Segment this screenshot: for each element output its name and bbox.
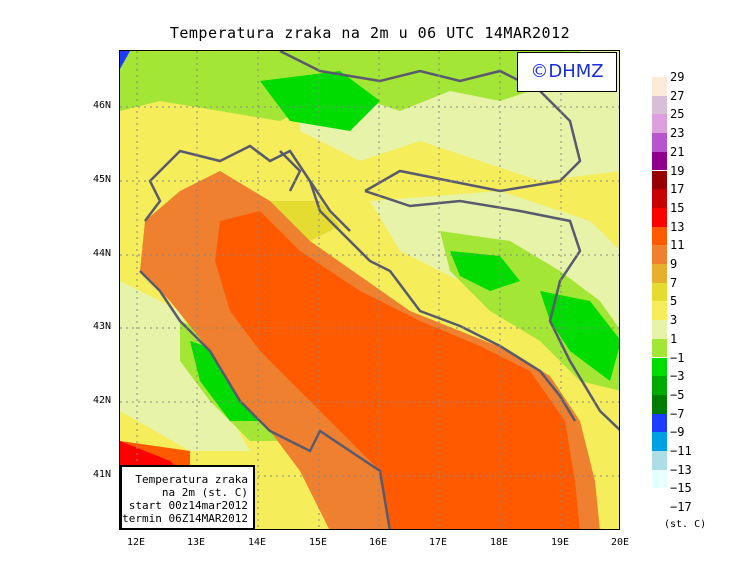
lat-tick: 45N — [93, 174, 112, 185]
lat-tick: 42N — [93, 395, 112, 406]
temperature-map — [119, 50, 620, 530]
legend-label: −11 — [670, 444, 692, 458]
legend-swatch — [652, 301, 667, 321]
cold-spot — [120, 51, 130, 69]
lat-tick: 46N — [93, 100, 112, 111]
legend-swatch — [652, 226, 667, 246]
land-green-montenegro — [540, 291, 619, 381]
legend-swatch — [652, 282, 667, 302]
legend-label: −5 — [670, 387, 685, 402]
legend-label: 19 — [670, 163, 685, 178]
legend-label: 23 — [670, 126, 685, 141]
legend-swatch — [652, 264, 667, 283]
legend-label: 25 — [670, 107, 685, 122]
legend-swatch — [652, 95, 667, 115]
lon-tick: 20E — [610, 537, 630, 548]
legend-swatch — [652, 151, 667, 171]
legend-label: −9 — [670, 425, 685, 440]
land-green-alps — [260, 71, 380, 131]
legend-label: 7 — [670, 275, 678, 290]
lon-tick: 18E — [489, 537, 509, 548]
legend-label: −15 — [670, 481, 692, 496]
legend-label: −17 — [670, 500, 692, 515]
legend-swatch — [652, 189, 667, 208]
map-title: Temperatura zraka na 2m u 06 UTC 14MAR20… — [169, 24, 571, 42]
copyright-box: ©DHMZ — [517, 52, 617, 92]
lon-tick: 15E — [308, 537, 328, 548]
legend-swatch — [652, 413, 667, 433]
legend-swatch — [652, 432, 667, 451]
grid-lines — [120, 51, 619, 529]
legend-label: 17 — [670, 182, 685, 197]
legend-swatch — [652, 133, 667, 152]
legend-label: 9 — [670, 257, 678, 271]
lat-tick: 41N — [93, 469, 112, 480]
legend-swatch — [652, 114, 667, 134]
lon-tick: 12E — [126, 537, 146, 548]
info-box: Temperatura zraka na 2m (st. C) start 00… — [120, 465, 255, 530]
lat-tick: 44N — [93, 248, 112, 259]
legend-swatch — [652, 207, 667, 227]
legend-label: 11 — [670, 238, 685, 253]
legend-label: 5 — [670, 294, 678, 309]
legend-label: −13 — [670, 462, 692, 477]
legend-label: −3 — [670, 369, 685, 384]
map-canvas — [120, 51, 619, 529]
legend-label: 3 — [670, 313, 678, 328]
lon-tick: 17E — [428, 537, 448, 548]
legend-swatch — [652, 170, 667, 190]
legend-label: 13 — [670, 219, 685, 234]
legend-label: 1 — [670, 331, 678, 346]
legend-swatch — [652, 320, 667, 339]
legend-swatch — [652, 394, 667, 414]
info-line: Temperatura zraka — [135, 473, 248, 486]
legend-label: 15 — [670, 200, 685, 215]
legend-label: 29 — [670, 70, 685, 84]
legend-unit: (st. C) — [664, 519, 707, 530]
lon-tick: 13E — [186, 537, 206, 548]
lat-tick: 43N — [93, 321, 112, 332]
legend-label: 21 — [670, 144, 685, 159]
legend-label: −1 — [670, 350, 685, 365]
info-line: start 00z14mar2012 — [128, 499, 248, 512]
info-line: na 2m (st. C) — [161, 486, 248, 499]
lon-tick: 19E — [550, 537, 570, 548]
lon-tick: 14E — [247, 537, 267, 548]
lon-tick: 16E — [368, 537, 388, 548]
legend-swatch — [652, 451, 667, 470]
legend-label: −7 — [670, 406, 685, 421]
legend-swatch — [652, 245, 667, 264]
legend-swatch — [652, 338, 667, 358]
legend-swatch — [652, 376, 667, 395]
legend-label: 27 — [670, 88, 685, 103]
legend-swatch — [652, 357, 667, 377]
legend-swatch — [652, 469, 667, 489]
legend-swatch — [652, 77, 667, 96]
land-green-bosnia-dark — [450, 251, 520, 291]
info-line: termin 06Z14MAR2012 — [122, 512, 248, 525]
sea-dark-orange — [215, 211, 580, 529]
